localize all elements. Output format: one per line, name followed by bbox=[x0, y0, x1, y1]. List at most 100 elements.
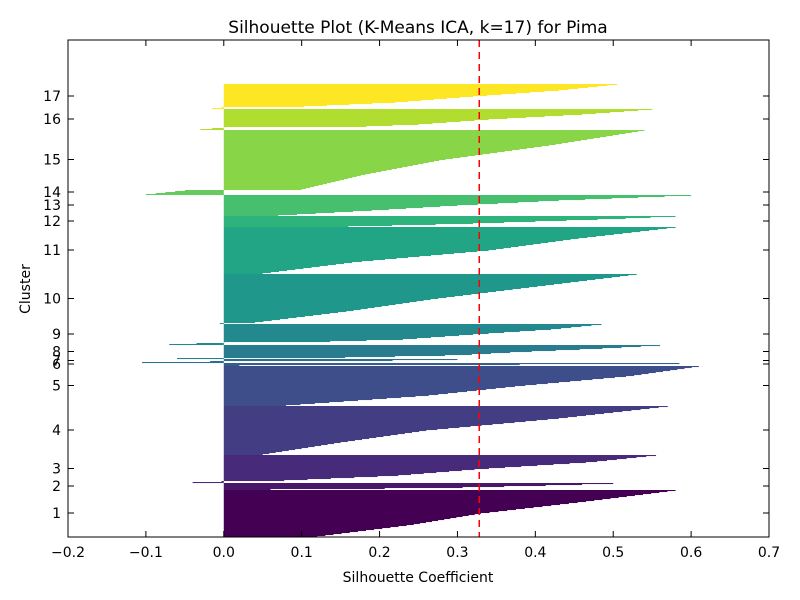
silhouette-sample-bar bbox=[223, 142, 569, 144]
silhouette-sample-bar bbox=[223, 289, 513, 291]
y-tick-label-cluster-14: 14 bbox=[43, 185, 61, 201]
x-tick-label: 0.2 bbox=[368, 545, 390, 561]
silhouette-sample-bar bbox=[223, 106, 305, 108]
silhouette-sample-bar bbox=[223, 102, 396, 104]
silhouette-sample-bar bbox=[223, 276, 621, 278]
silhouette-sample-bar bbox=[223, 400, 358, 402]
silhouette-sample-bar bbox=[223, 206, 441, 208]
silhouette-sample-bar bbox=[223, 218, 626, 220]
silhouette-sample-bar bbox=[223, 121, 461, 123]
silhouette-sample-bar bbox=[223, 300, 424, 302]
silhouette-sample-bar bbox=[223, 396, 416, 398]
silhouette-sample-bar bbox=[223, 488, 385, 490]
silhouette-sample-bar bbox=[223, 229, 658, 231]
silhouette-sample-bar bbox=[223, 470, 462, 472]
silhouette-sample-bar bbox=[223, 119, 489, 121]
silhouette-sample-bar bbox=[223, 199, 586, 201]
silhouette-sample-bar bbox=[223, 290, 505, 292]
silhouette-sample-bar bbox=[223, 383, 548, 385]
silhouette-sample-bar bbox=[223, 371, 663, 373]
silhouette-sample-bar bbox=[223, 204, 478, 206]
silhouette-sample-bar bbox=[223, 357, 346, 359]
silhouette-sample-bar bbox=[223, 134, 620, 136]
silhouette-sample-bar bbox=[223, 495, 635, 497]
silhouette-sample-bar bbox=[223, 321, 264, 323]
silhouette-sample-bar bbox=[223, 434, 398, 436]
silhouette-sample-bar bbox=[223, 112, 611, 114]
silhouette-sample-bar bbox=[223, 179, 344, 181]
silhouette-sample-bar bbox=[223, 413, 605, 415]
silhouette-sample-bar bbox=[223, 430, 427, 432]
silhouette-sample-bar bbox=[223, 125, 393, 127]
silhouette-sample-bar bbox=[223, 152, 498, 154]
silhouette-sample-bar bbox=[223, 298, 439, 300]
silhouette-sample-bar bbox=[223, 374, 642, 376]
silhouette-sample-bar bbox=[223, 402, 330, 404]
silhouette-sample-bar bbox=[223, 531, 358, 533]
silhouette-sample-bar bbox=[223, 452, 276, 454]
silhouette-sample-bar bbox=[223, 184, 323, 186]
silhouette-sample-bar bbox=[223, 237, 588, 239]
silhouette-sample-bar bbox=[223, 533, 342, 535]
silhouette-sample-bar bbox=[223, 356, 396, 358]
silhouette-sample-bar bbox=[223, 213, 316, 215]
silhouette-sample-bar bbox=[223, 334, 474, 336]
silhouette-sample-bar bbox=[223, 315, 314, 317]
silhouette-sample-bar bbox=[145, 194, 224, 196]
silhouette-sample-bar bbox=[223, 408, 650, 410]
x-axis-label: Silhouette Coefficient bbox=[343, 570, 494, 586]
silhouette-sample-bar bbox=[223, 299, 431, 301]
silhouette-sample-bar bbox=[223, 118, 508, 120]
silhouette-sample-bar bbox=[223, 483, 614, 485]
silhouette-sample-bar bbox=[223, 147, 535, 149]
silhouette-sample-bar bbox=[223, 187, 311, 189]
silhouette-sample-bar bbox=[223, 130, 645, 132]
silhouette-sample-bar bbox=[223, 521, 433, 523]
silhouette-sample-bar bbox=[223, 420, 537, 422]
silhouette-sample-bar bbox=[223, 427, 460, 429]
silhouette-sample-bar bbox=[223, 475, 399, 477]
silhouette-sample-bar bbox=[223, 150, 513, 152]
silhouette-sample-bar bbox=[223, 240, 564, 242]
silhouette-sample-bar bbox=[223, 450, 289, 452]
silhouette-sample-bar bbox=[223, 392, 458, 394]
silhouette-sample-bar bbox=[223, 284, 554, 286]
silhouette-sample-bar bbox=[223, 178, 349, 180]
silhouette-sample-bar bbox=[223, 241, 556, 243]
silhouette-sample-bar bbox=[223, 535, 326, 537]
silhouette-sample-bar bbox=[223, 433, 405, 435]
silhouette-sample-bar bbox=[223, 132, 632, 134]
silhouette-sample-bar bbox=[223, 222, 505, 224]
silhouette-sample-bar bbox=[223, 210, 372, 212]
silhouette-sample-bar bbox=[223, 212, 335, 214]
silhouette-sample-bar bbox=[223, 296, 455, 298]
cluster-3-silhouette bbox=[192, 455, 657, 484]
silhouette-sample-bar bbox=[223, 436, 384, 438]
silhouette-sample-bar bbox=[223, 160, 440, 162]
x-tick-label: −0.1 bbox=[129, 545, 163, 561]
y-tick-label-cluster-8: 8 bbox=[52, 345, 61, 361]
silhouette-sample-bar bbox=[184, 190, 224, 192]
y-tick-label-cluster-12: 12 bbox=[43, 214, 61, 230]
x-axis-ticks: −0.2 −0.1 0.0 0.1 0.2 0.3 0.4 0.5 0.6 0.7 bbox=[51, 40, 780, 561]
silhouette-sample-bar bbox=[223, 291, 497, 293]
silhouette-sample-bar bbox=[223, 347, 622, 349]
silhouette-sample-bar bbox=[223, 508, 525, 510]
y-tick-label-cluster-7: 7 bbox=[52, 354, 61, 370]
silhouette-sample-bar bbox=[223, 259, 385, 261]
silhouette-sample-bar bbox=[223, 267, 312, 269]
silhouette-sample-bar bbox=[223, 302, 410, 304]
silhouette-sample-bar bbox=[223, 304, 396, 306]
silhouette-sample-bar bbox=[223, 153, 490, 155]
silhouette-sample-bar bbox=[223, 254, 443, 256]
silhouette-sample-bar bbox=[223, 275, 629, 277]
silhouette-sample-bar bbox=[223, 287, 530, 289]
y-tick-label-cluster-16: 16 bbox=[43, 112, 61, 128]
silhouette-sample-bar bbox=[223, 354, 472, 356]
silhouette-sample-bar bbox=[223, 305, 389, 307]
silhouette-sample-bar bbox=[223, 342, 225, 344]
silhouette-sample-bar bbox=[223, 173, 371, 175]
silhouette-sample-bar bbox=[223, 429, 438, 431]
silhouette-sample-bar bbox=[223, 252, 466, 254]
